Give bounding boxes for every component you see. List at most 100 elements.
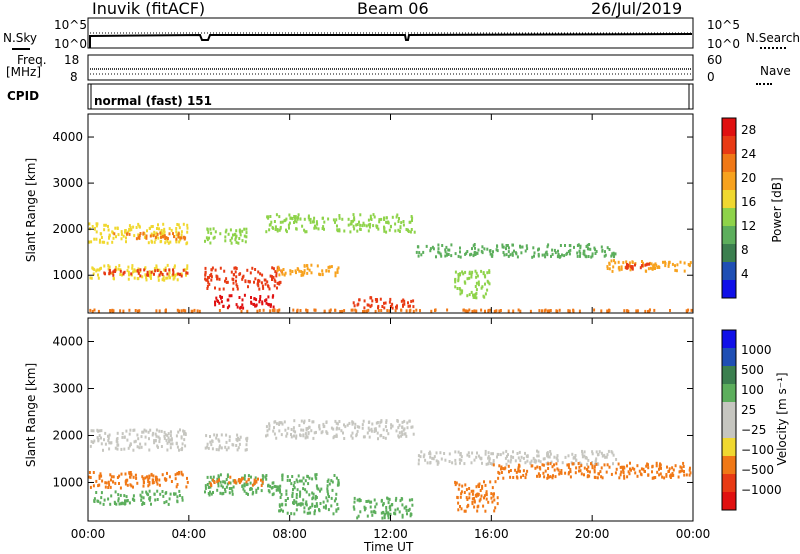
power-cell [437, 247, 440, 251]
power-cell [130, 228, 133, 232]
velocity-cell [485, 462, 488, 466]
velocity-cell [247, 474, 250, 478]
velocity-cell [537, 459, 540, 463]
power-cell [315, 220, 318, 224]
velocity-cell [593, 465, 596, 469]
velocity-cell [367, 499, 370, 503]
velocity-cell [522, 456, 525, 460]
power-cell [295, 271, 297, 275]
colorbar-frame [721, 329, 737, 511]
velocity-cell [165, 500, 168, 504]
power-cell [606, 309, 609, 313]
power-cell [106, 241, 109, 245]
velocity-cell [308, 476, 311, 480]
power-cell [544, 255, 547, 259]
velocity-cell [596, 462, 599, 466]
velocity-cell [148, 448, 151, 452]
power-cell [642, 261, 644, 265]
power-cell [251, 266, 254, 270]
velocity-cell [235, 444, 238, 447]
velocity-cell [228, 438, 231, 442]
velocity-cell [506, 454, 508, 458]
velocity-cell [133, 428, 136, 432]
power-cell [405, 309, 408, 313]
power-cell [368, 225, 371, 229]
power-cell [268, 303, 271, 307]
power-cell [185, 271, 188, 275]
power-cell [176, 223, 179, 226]
velocity-cell [308, 493, 311, 497]
velocity-cell [222, 480, 225, 484]
power-cell [126, 269, 129, 273]
velocity-cell [107, 439, 110, 443]
power-cell [88, 240, 91, 244]
velocity-cell [351, 436, 354, 440]
velocity-cell [484, 452, 487, 456]
power-cell [282, 268, 285, 271]
power-cell [206, 278, 209, 282]
power-cell [184, 309, 187, 313]
power-cell [275, 213, 278, 217]
power-cell [136, 269, 139, 273]
velocity-cell [411, 503, 414, 507]
velocity-cell [126, 478, 129, 482]
power-cell [306, 267, 309, 271]
power-cell [236, 285, 239, 288]
power-cell [88, 222, 91, 226]
power-cell [258, 287, 261, 291]
power-cell [394, 222, 397, 226]
power-cell [180, 236, 183, 240]
power-cell [243, 227, 246, 231]
velocity-cell [243, 484, 246, 488]
power-region-9 [352, 296, 415, 310]
power-cell [620, 267, 623, 271]
velocity-cell [206, 483, 209, 486]
velocity-cell [314, 497, 317, 501]
velocity-cell [333, 474, 336, 477]
power-cell [386, 221, 389, 224]
velocity-cell [560, 469, 563, 472]
velocity-cell [247, 477, 250, 481]
power-cell [299, 217, 302, 221]
velocity-heatmap [88, 419, 692, 520]
velocity-cell [261, 477, 264, 481]
power-cell [278, 308, 281, 312]
power-cell [533, 251, 536, 255]
power-cell [168, 227, 171, 231]
velocity-cell [658, 465, 661, 468]
velocity-cell [178, 448, 180, 452]
velocity-cell [299, 479, 301, 483]
velocity-cell [96, 436, 99, 440]
velocity-cell [629, 467, 631, 471]
power-cell [334, 220, 336, 224]
power-cell [649, 266, 652, 270]
power-cell [224, 239, 227, 243]
power-cell [511, 251, 514, 255]
power-cell [458, 287, 461, 290]
power-cell [640, 264, 643, 268]
power-cell [625, 260, 628, 264]
power-cell [322, 225, 325, 229]
velocity-cell [170, 437, 173, 441]
velocity-cell [180, 472, 183, 476]
power-cell [137, 233, 140, 237]
velocity-cell [424, 458, 427, 462]
power-cell [383, 229, 386, 233]
velocity-cell [243, 489, 246, 493]
power-cell [519, 309, 522, 313]
power-cell [244, 279, 247, 283]
colorbar-segment [722, 262, 736, 280]
velocity-cell [249, 481, 252, 485]
power-cell [112, 273, 115, 277]
velocity-cell [273, 432, 276, 436]
velocity-cell [411, 425, 414, 429]
velocity-cell [211, 447, 214, 451]
velocity-cell [559, 471, 562, 475]
power-cell [470, 252, 473, 256]
velocity-cell [556, 454, 559, 458]
velocity-cell [454, 483, 457, 487]
velocity-cell [331, 480, 334, 484]
velocity-cell [581, 449, 583, 453]
velocity-cell [186, 476, 188, 480]
power-cell [377, 227, 380, 231]
